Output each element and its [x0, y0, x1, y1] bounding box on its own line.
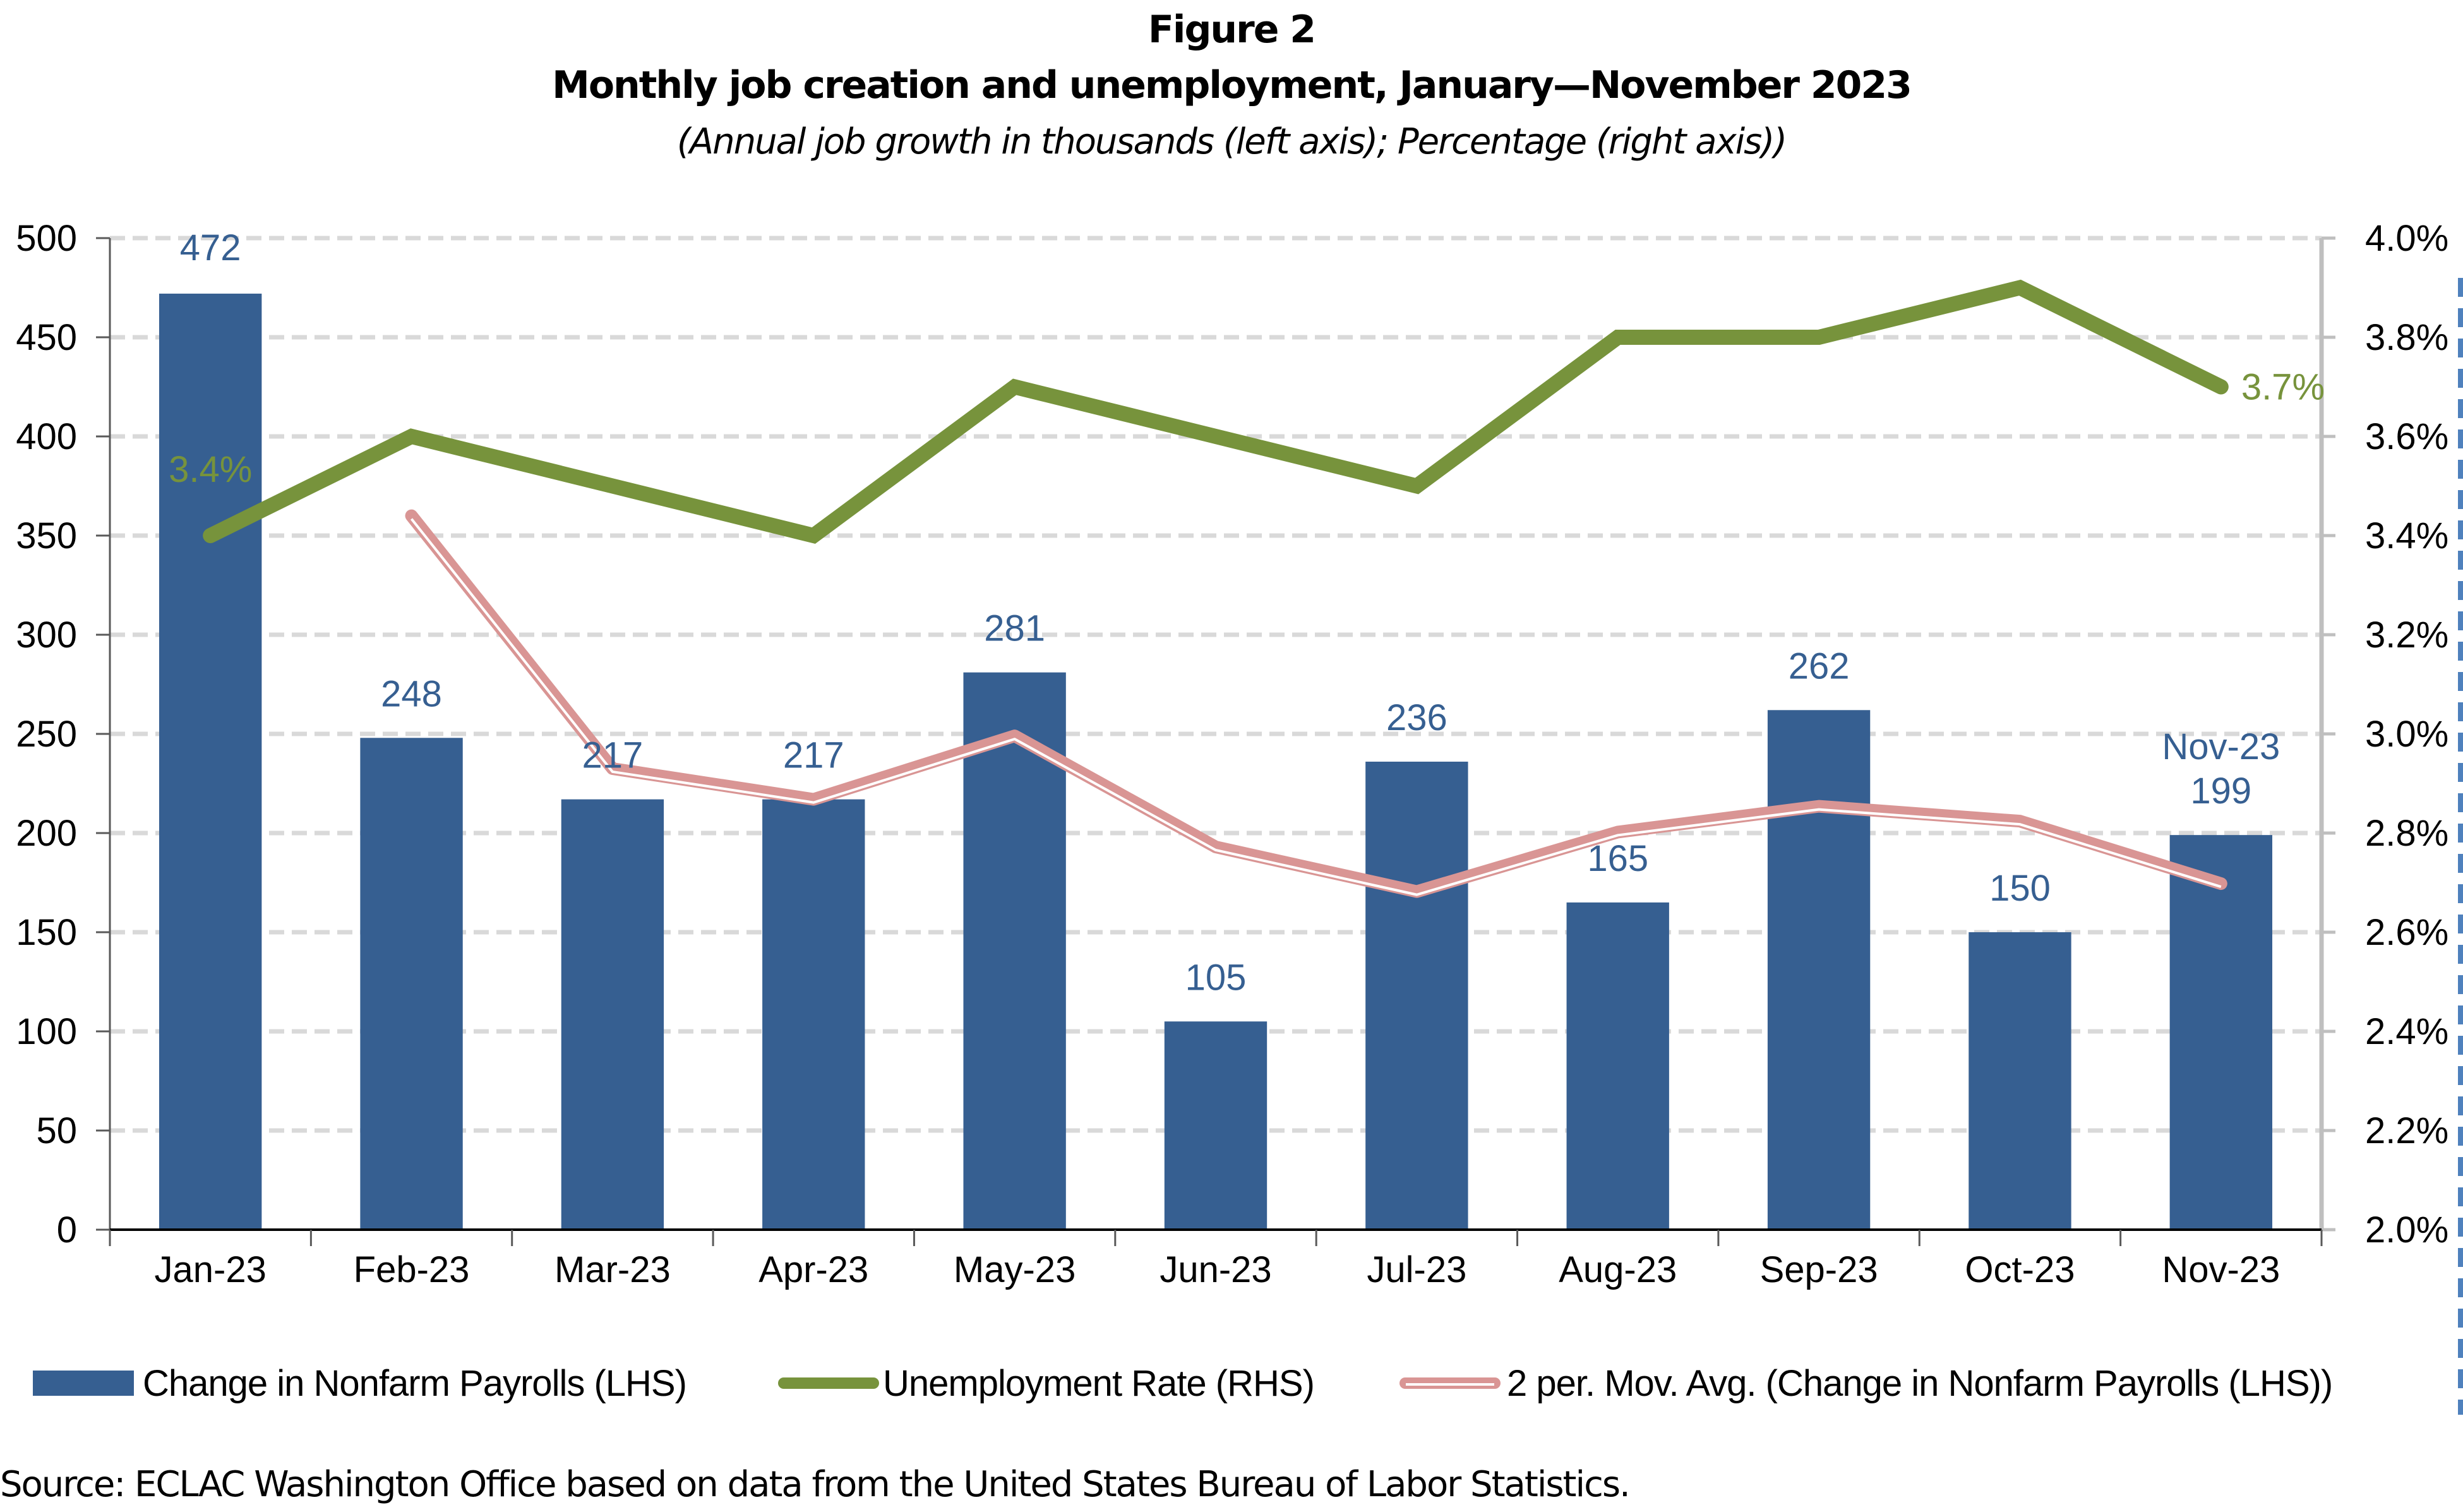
right-axis-tick-label: 3.6%	[2365, 416, 2448, 457]
x-axis-tick-label: Jan-23	[155, 1249, 267, 1290]
moving-average-line	[405, 509, 2227, 898]
bar-Jan-23	[159, 293, 262, 1230]
bar-Sep-23	[1767, 710, 1871, 1230]
x-axis-tick-label: Oct-23	[1965, 1249, 2075, 1290]
left-axis-tick-label: 0	[57, 1209, 77, 1251]
right-axis-tick-label: 3.8%	[2365, 317, 2448, 358]
bar-Apr-23	[762, 799, 865, 1230]
bar-Jul-23	[1365, 761, 1468, 1230]
bar-value-label: 217	[582, 735, 644, 776]
unemployment-path	[203, 279, 2229, 544]
legend-item-payrolls: Change in Nonfarm Payrolls (LHS)	[33, 1358, 687, 1408]
bar-value-label: 281	[984, 608, 1045, 649]
legend: Change in Nonfarm Payrolls (LHS) Unemplo…	[0, 1358, 2463, 1408]
chart-plot-area: 0 50 100 150 200 250 300 350 400 450 500 2.0% 2.2% 2.…	[16, 218, 2448, 1290]
bar-category-label: Nov-23	[2162, 726, 2280, 767]
x-axis-tick-label: May-23	[954, 1249, 1076, 1290]
bar-value-label: 150	[1989, 868, 2051, 909]
x-axis-tick-label: Nov-23	[2162, 1249, 2280, 1290]
right-axis-tick-label: 4.0%	[2365, 218, 2448, 259]
x-axis-tick-label: Jul-23	[1367, 1249, 1466, 1290]
x-axis-tick-label: Aug-23	[1559, 1249, 1677, 1290]
x-axis-tick-label: Apr-23	[758, 1249, 868, 1290]
chart-subtitle: (Annual job growth in thousands (left ax…	[676, 121, 1787, 162]
moving-average-inner-stripe	[410, 518, 2222, 896]
right-axis-tick-label: 2.6%	[2365, 912, 2448, 953]
source-note: Source: ECLAC Washington Office based on…	[0, 1464, 1631, 1505]
right-axis-tick-label: 2.8%	[2365, 813, 2448, 854]
bar-Jun-23	[1164, 1021, 1267, 1230]
legend-label: Unemployment Rate (RHS)	[883, 1362, 1315, 1404]
left-axis-tick-label: 250	[16, 714, 77, 755]
left-axis-tick-label: 300	[16, 615, 77, 656]
payroll-bars	[159, 293, 2273, 1230]
bar-May-23	[963, 672, 1066, 1230]
rate-value-label-last: 3.7%	[2241, 367, 2325, 408]
right-axis-tick-label: 2.2%	[2365, 1110, 2448, 1151]
left-axis-tick-label: 400	[16, 416, 77, 457]
moving-average-swatch-icon	[1399, 1377, 1501, 1389]
bar-value-label: 236	[1386, 697, 1447, 738]
chart-title: Monthly job creation and unemployment, J…	[552, 63, 1912, 107]
bar-value-label: 248	[381, 673, 442, 714]
left-axis-tick-label: 50	[36, 1110, 77, 1151]
axes: 0 50 100 150 200 250 300 350 400 450 500 2.0% 2.2% 2.…	[16, 218, 2448, 1290]
right-axis-tick-label: 2.4%	[2365, 1011, 2448, 1052]
x-axis-tick-label: Feb-23	[354, 1249, 470, 1290]
bar-value-label: 105	[1185, 957, 1247, 998]
bar-Mar-23	[561, 799, 664, 1230]
right-axis-tick-label: 2.0%	[2365, 1209, 2448, 1251]
bar-value-label: 217	[783, 735, 844, 776]
left-axis-tick-label: 200	[16, 813, 77, 854]
right-axis-tick-label: 3.2%	[2365, 615, 2448, 656]
edge-dashed-border	[2458, 278, 2463, 1415]
left-axis-tick-label: 150	[16, 912, 77, 953]
line-swatch-icon	[778, 1377, 879, 1389]
bar-Aug-23	[1566, 902, 1669, 1230]
bar-Nov-23	[2169, 835, 2273, 1230]
bar-Oct-23	[1969, 932, 2071, 1230]
unemployment-rate-line	[203, 279, 2229, 544]
rate-value-label-first: 3.4%	[169, 449, 252, 490]
figure-label: Figure 2	[1148, 8, 1316, 52]
right-axis-tick-label: 3.0%	[2365, 714, 2448, 755]
legend-label: Change in Nonfarm Payrolls (LHS)	[143, 1362, 687, 1404]
left-axis-tick-label: 100	[16, 1011, 77, 1052]
right-axis-tick-label: 3.4%	[2365, 515, 2448, 556]
legend-item-unemployment: Unemployment Rate (RHS)	[778, 1358, 1315, 1408]
bar-value-label: 199	[2190, 771, 2251, 812]
legend-item-moving-average: 2 per. Mov. Avg. (Change in Nonfarm Payr…	[1399, 1358, 2333, 1408]
bar-Feb-23	[360, 738, 463, 1230]
moving-average-path	[405, 509, 2227, 898]
x-axis-tick-label: Jun-23	[1160, 1249, 1271, 1290]
left-axis-tick-label: 350	[16, 515, 77, 556]
left-axis-tick-label: 450	[16, 317, 77, 358]
bar-swatch-icon	[33, 1371, 134, 1396]
x-axis-tick-label: Mar-23	[554, 1249, 671, 1290]
bar-value-label: 472	[180, 227, 241, 268]
x-axis-tick-label: Sep-23	[1760, 1249, 1878, 1290]
legend-label: 2 per. Mov. Avg. (Change in Nonfarm Payr…	[1507, 1362, 2333, 1404]
bar-value-label: 262	[1789, 645, 1850, 687]
left-axis-tick-label: 500	[16, 218, 77, 259]
bar-value-label: 165	[1587, 838, 1648, 879]
